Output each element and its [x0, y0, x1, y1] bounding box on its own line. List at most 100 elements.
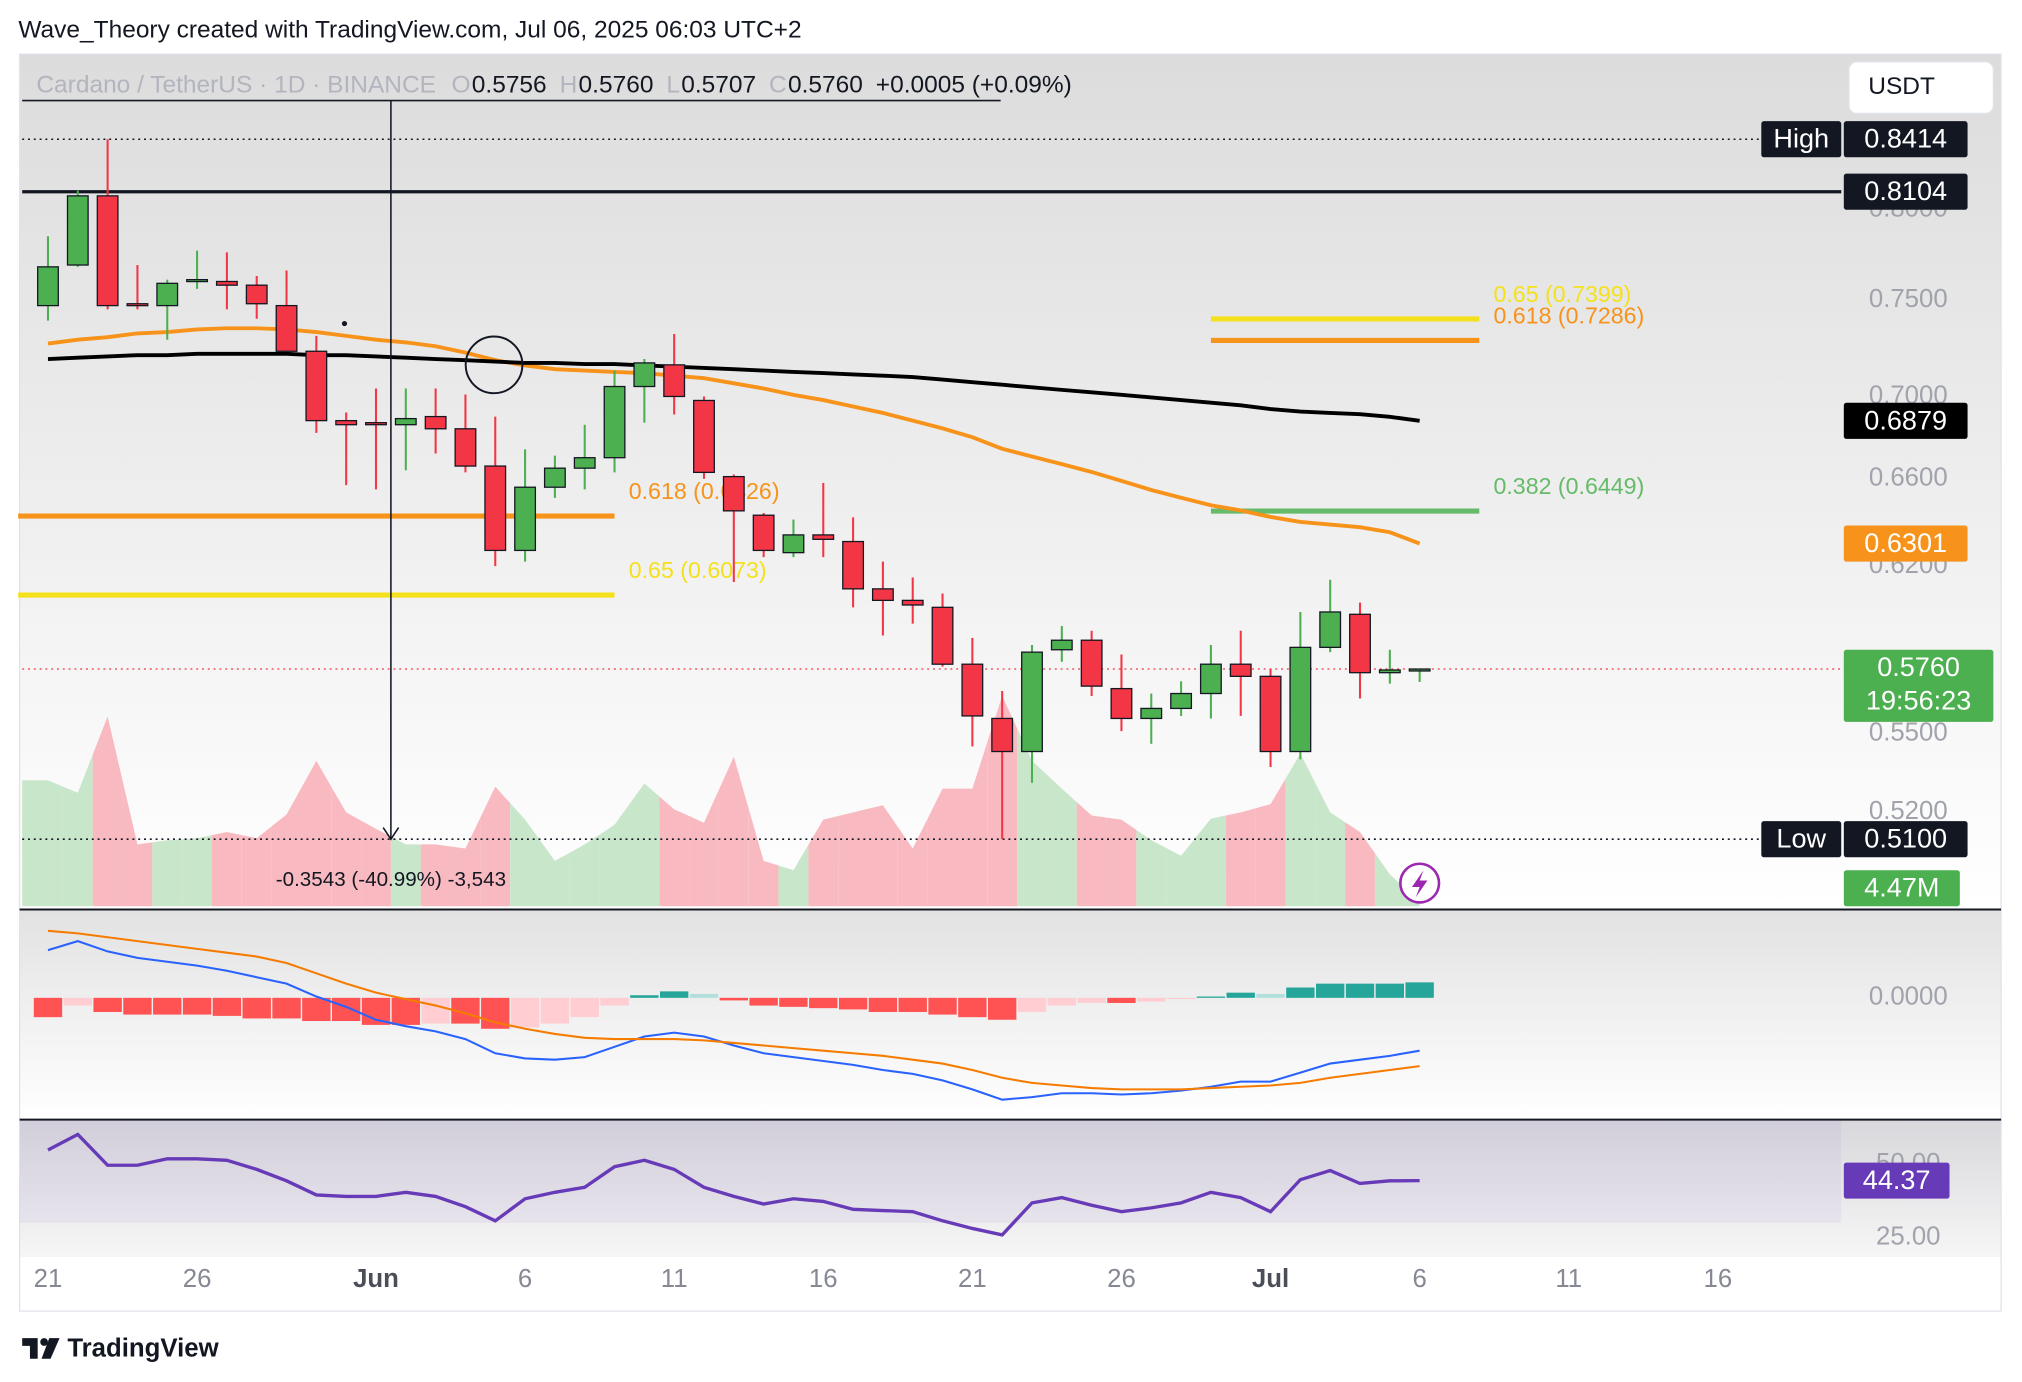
x-tick-label: 26: [1107, 1265, 1136, 1293]
candle-body: [1319, 611, 1342, 649]
macd-histogram: [93, 997, 122, 1013]
macd-histogram: [838, 997, 868, 1010]
level-name: Low: [1776, 823, 1826, 854]
candle-body: [1349, 613, 1371, 674]
macd-histogram: [1137, 997, 1166, 1002]
footer: TradingView: [67, 1335, 219, 1363]
level-value: 0.8414: [1864, 123, 1947, 154]
candle-body: [1050, 639, 1073, 651]
candle-body: [1259, 675, 1282, 753]
macd-histogram: [1017, 997, 1047, 1013]
ohlc-key: O: [451, 72, 470, 99]
level-name-bg: [1761, 821, 1842, 858]
volume-area: [510, 803, 540, 907]
candle-body: [305, 350, 328, 422]
fib-label: 0.65 (0.6073): [629, 557, 767, 583]
macd-histogram: [123, 997, 152, 1015]
fib-label: 0.618 (0.6426): [629, 478, 780, 504]
currency[interactable]: USDT: [1868, 73, 1935, 100]
rsi-value-bg: [1843, 1162, 1950, 1199]
candle-body: [633, 362, 656, 388]
macd-histogram: [898, 997, 927, 1013]
logo-mark: [22, 1338, 38, 1359]
level-name-bg: [1761, 121, 1842, 158]
volume-area: [629, 783, 660, 907]
volume-area: [599, 804, 630, 907]
volume-area: [301, 760, 332, 907]
candle-body: [543, 467, 566, 488]
countdown: 19:56:23: [1866, 685, 1971, 716]
y-tick-label: 0.5500: [1869, 718, 1948, 746]
candle-body: [96, 195, 119, 307]
rsi-line: [47, 1132, 1420, 1237]
volume-value: 4.47M: [1864, 872, 1939, 903]
ohlc-value: 0.5707: [681, 72, 756, 99]
macd-histogram: [212, 997, 242, 1016]
volume-area: [361, 820, 391, 907]
macd-histogram: [600, 997, 629, 1006]
ma-value: 0.6879: [1864, 404, 1947, 435]
candle-body: [1080, 639, 1103, 687]
macd-histogram: [659, 991, 689, 998]
volume-area: [1285, 753, 1316, 907]
volume-area: [1374, 853, 1405, 907]
macd-histogram: [1286, 987, 1315, 998]
ohlc-key: H: [560, 72, 578, 99]
macd-histogram: [1077, 997, 1106, 1003]
volume-area: [897, 818, 928, 907]
volume-area: [22, 780, 63, 907]
macd-histogram: [1166, 997, 1196, 1000]
volume-area: [331, 786, 362, 907]
candle-body: [931, 606, 954, 665]
candle-body: [1229, 663, 1252, 677]
volume-area: [122, 780, 153, 907]
volume-area: [957, 742, 988, 907]
x-tick-label: 11: [661, 1265, 688, 1293]
y-tick-label: 0.7500: [1869, 285, 1948, 313]
macd-histogram: [391, 997, 420, 1025]
candle-body: [1408, 668, 1431, 672]
macd-histogram: [540, 997, 570, 1024]
volume-area: [480, 786, 511, 907]
volume-area: [838, 808, 868, 907]
macd-histogram: [779, 997, 808, 1007]
candle-body: [573, 457, 596, 469]
x-tick-label: 16: [809, 1265, 838, 1293]
candle-body: [722, 475, 745, 512]
candle-body: [424, 415, 447, 430]
macd-histogram: [719, 997, 748, 1001]
candle-body: [603, 385, 626, 459]
change: +0.0005 (+0.09%): [876, 72, 1072, 99]
level-value-bg: [1843, 821, 1968, 858]
y-tick-label: 25.00: [1876, 1222, 1940, 1250]
volume-area: [569, 834, 600, 907]
macd-histogram: [63, 997, 92, 1006]
logo-mark: [40, 1338, 48, 1346]
volume-area: [1106, 817, 1137, 907]
ma-value-bg: [1843, 525, 1968, 562]
volume-area: [778, 844, 809, 907]
volume-area: [1196, 815, 1226, 907]
legend: Cardano / TetherUS · 1D · BINANCE O0.5756…: [36, 72, 1071, 99]
volume-area: [92, 716, 123, 907]
volume-area: [182, 835, 212, 907]
x-tick-label: 21: [34, 1265, 63, 1293]
chart-frame: [18, 53, 2002, 1312]
macd-histogram: [1375, 983, 1405, 998]
rsi-pane: [19, 1120, 2002, 1257]
plot: 0.80000.75000.70000.66000.62000.55000.52…: [18, 99, 1994, 1293]
macd-histogram: [749, 997, 778, 1006]
candle-body: [394, 417, 417, 426]
x-tick-label: 16: [1703, 1265, 1732, 1293]
candle-body: [156, 282, 179, 307]
candle-body: [871, 588, 894, 602]
macd-histogram: [182, 997, 212, 1015]
candle-body: [991, 717, 1014, 753]
level-value: 0.5100: [1864, 823, 1947, 854]
currency-button[interactable]: [1848, 61, 1994, 115]
volume-area: [1255, 778, 1286, 907]
candle-body: [1170, 692, 1193, 710]
fib-label: 0.382 (0.6449): [1493, 473, 1644, 499]
level-value: 0.8104: [1864, 175, 1947, 206]
